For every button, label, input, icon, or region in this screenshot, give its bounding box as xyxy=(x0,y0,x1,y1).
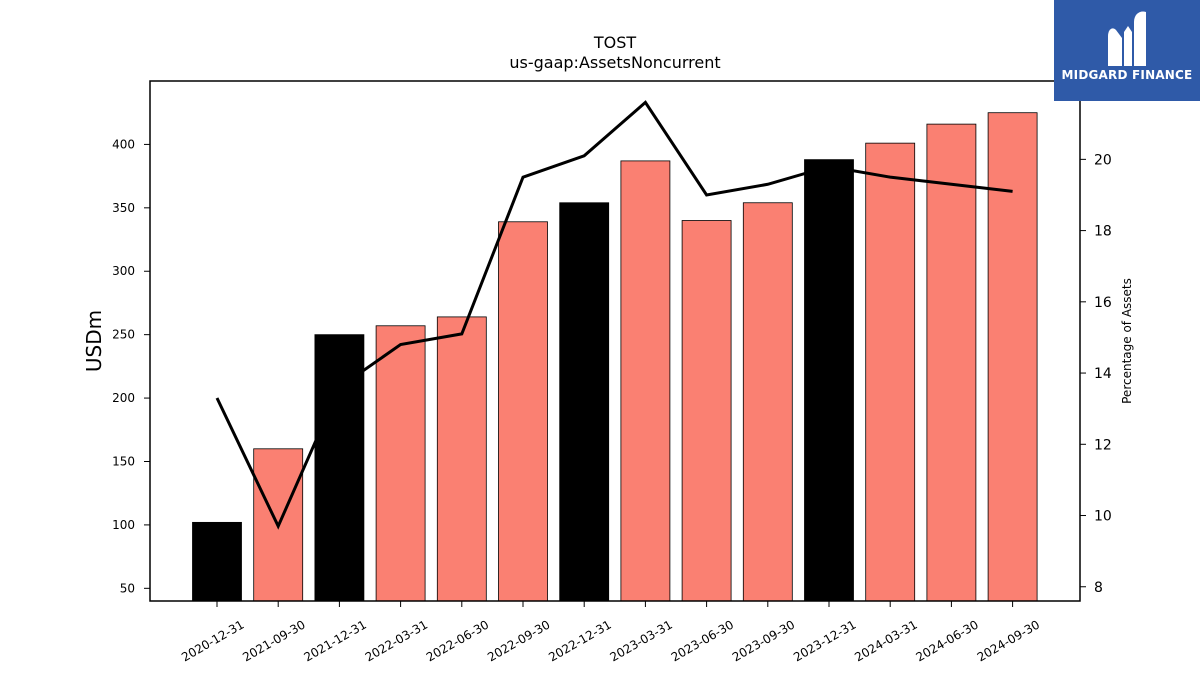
y-tick-label: 350 xyxy=(112,201,135,215)
bar-2021-12-31 xyxy=(314,334,365,602)
brand-logo-text: MIDGARD FINANCE xyxy=(1061,68,1193,82)
y-axis-label: USDm xyxy=(82,310,106,372)
y-tick-label: 50 xyxy=(120,581,135,595)
y2-tick-label: 20 xyxy=(1094,152,1112,168)
y-tick-label: 250 xyxy=(112,328,135,342)
y2-tick-label: 10 xyxy=(1094,509,1112,525)
x-tick-label: 2023-03-31 xyxy=(607,617,674,664)
line-series-percentage xyxy=(215,100,1013,530)
x-tick-label: 2020-12-31 xyxy=(179,617,246,664)
bar-2022-03-31 xyxy=(375,325,426,602)
y-tick-label: 300 xyxy=(112,264,135,278)
bar-2022-12-31 xyxy=(559,202,610,602)
bar-2023-03-31 xyxy=(620,160,671,602)
chart-subtitle: us-gaap:AssetsNoncurrent xyxy=(509,53,720,72)
x-tick-label: 2022-03-31 xyxy=(363,617,430,664)
bar-2024-09-30 xyxy=(987,112,1038,602)
bar-2020-12-31 xyxy=(192,521,242,602)
x-axis: 2020-12-312021-09-302021-12-312022-03-31… xyxy=(179,601,1042,664)
x-tick-label: 2021-12-31 xyxy=(301,617,368,664)
bar-2024-03-31 xyxy=(865,142,916,602)
x-tick-label: 2024-06-30 xyxy=(913,617,980,664)
y-tick-label: 200 xyxy=(112,391,135,405)
bar-2024-06-30 xyxy=(926,123,977,602)
bar-2022-09-30 xyxy=(498,221,548,602)
x-tick-label: 2023-09-30 xyxy=(730,617,797,664)
bar-2023-12-31 xyxy=(804,159,854,602)
y2-axis-label: Percentage of Assets xyxy=(1120,278,1134,404)
y-tick-label: 400 xyxy=(112,137,135,151)
y-tick-label: 150 xyxy=(112,454,135,468)
brand-logo: MIDGARD FINANCE xyxy=(1054,0,1200,101)
bar-2023-09-30 xyxy=(742,202,793,602)
x-tick-label: 2023-06-30 xyxy=(669,617,736,664)
y2-tick-label: 16 xyxy=(1094,295,1112,311)
bar-2022-06-30 xyxy=(436,316,487,602)
y2-tick-label: 12 xyxy=(1094,437,1112,453)
x-tick-label: 2021-09-30 xyxy=(240,617,307,664)
chart-title: TOST xyxy=(593,33,637,52)
x-tick-label: 2022-09-30 xyxy=(485,617,552,664)
midgard-logo-icon xyxy=(1108,11,1146,66)
x-tick-label: 2022-06-30 xyxy=(424,617,491,664)
x-tick-label: 2024-03-31 xyxy=(852,617,919,664)
plot-frame xyxy=(149,80,1081,602)
x-tick-label: 2022-12-31 xyxy=(546,617,613,664)
y2-tick-label: 14 xyxy=(1094,366,1112,382)
x-tick-label: 2023-12-31 xyxy=(791,617,858,664)
y2-tick-label: 18 xyxy=(1094,224,1112,240)
y-axis: 50 100 150 200 250 300 350 400 xyxy=(112,137,150,595)
bar-2023-06-30 xyxy=(681,220,732,602)
x-tick-label: 2024-09-30 xyxy=(975,617,1042,664)
y2-tick-label: 8 xyxy=(1094,580,1103,596)
plot-area xyxy=(192,100,1038,602)
y-tick-label: 100 xyxy=(112,518,135,532)
y2-axis: 8 10 12 14 16 18 20 xyxy=(1080,152,1112,596)
